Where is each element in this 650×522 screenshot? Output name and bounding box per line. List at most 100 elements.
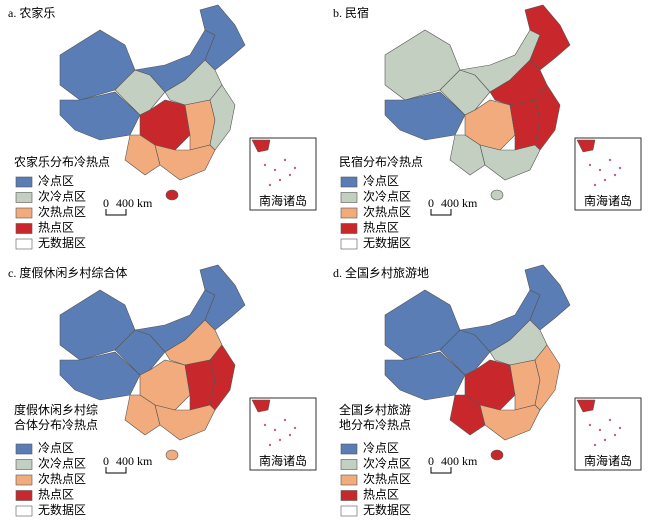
hainan	[490, 189, 504, 201]
province-region	[199, 264, 246, 331]
scale-bar	[430, 209, 452, 216]
inset-island	[588, 163, 592, 167]
inset-island	[598, 428, 602, 432]
inset-label: 南海诸岛	[584, 193, 632, 208]
inset-island	[278, 178, 282, 182]
legend-swatch	[15, 474, 33, 486]
legend-swatch	[15, 459, 33, 470]
legend-label: 无数据区	[38, 502, 86, 517]
legend-label: 热点区	[38, 220, 74, 234]
scale-zero: 0	[103, 454, 109, 468]
inset-island	[263, 163, 267, 167]
legend-label: 热点区	[363, 487, 399, 501]
province-region	[534, 84, 561, 151]
legend-swatch	[15, 207, 33, 219]
inset-island	[603, 178, 607, 182]
inset-island	[613, 173, 617, 177]
inset-island	[608, 158, 612, 162]
scale-zero: 0	[103, 196, 109, 210]
inset-island	[618, 426, 622, 430]
legend-label: 冷点区	[38, 441, 74, 455]
inset-island	[598, 168, 602, 172]
legend-label: 次热点区	[363, 472, 411, 486]
legend-label: 冷点区	[363, 441, 399, 455]
scale-distance: 400 km	[441, 454, 478, 468]
legend-label: 次冷点区	[363, 456, 411, 470]
legend-swatch	[340, 192, 358, 203]
legend-swatch	[15, 443, 33, 455]
legend-label: 冷点区	[38, 174, 74, 188]
province-region	[524, 4, 571, 71]
inset-island	[593, 183, 597, 187]
legend-title: 度假休闲乡村综	[14, 402, 98, 417]
inset-island	[293, 166, 297, 170]
inset-island	[283, 418, 287, 422]
panel-title: a. 农家乐	[8, 5, 55, 20]
scale-distance: 400 km	[116, 196, 153, 210]
inset-label: 南海诸岛	[259, 193, 307, 208]
panel-title: b. 民宿	[333, 5, 369, 20]
inset-island	[278, 438, 282, 442]
inset-island	[283, 158, 287, 162]
legend-swatch	[340, 176, 358, 188]
inset-island	[263, 423, 267, 427]
inset-island	[608, 418, 612, 422]
scale-distance: 400 km	[116, 454, 153, 468]
legend-title: 地分布冷热点	[339, 418, 411, 432]
inset-island	[273, 168, 277, 172]
province-region	[479, 144, 541, 181]
legend-label: 次冷点区	[38, 189, 86, 203]
hainan	[165, 449, 179, 461]
panel-title: c. 度假休闲乡村综合体	[8, 265, 127, 280]
inset-coast	[576, 139, 596, 153]
legend-label: 无数据区	[38, 235, 86, 250]
scale-bar	[430, 467, 452, 474]
panel-title: d. 全国乡村旅游地	[333, 265, 429, 280]
legend-label: 次冷点区	[363, 189, 411, 203]
legend-swatch	[340, 474, 358, 486]
legend-title: 全国乡村旅游	[339, 402, 411, 417]
legend-swatch	[15, 490, 33, 501]
inset-coast	[251, 139, 271, 153]
inset-island	[613, 433, 617, 437]
legend-swatch	[340, 238, 358, 250]
legend-swatch	[340, 505, 358, 517]
province-region	[199, 4, 246, 71]
inset-island	[588, 423, 592, 427]
legend-swatch	[15, 192, 33, 203]
legend-swatch	[340, 490, 358, 501]
legend-label: 次冷点区	[38, 456, 86, 470]
inset-coast	[251, 399, 271, 413]
inset-island	[603, 438, 607, 442]
inset-label: 南海诸岛	[584, 453, 632, 468]
hainan	[490, 449, 504, 461]
province-region	[209, 344, 236, 411]
legend-label: 次热点区	[363, 205, 411, 219]
scale-bar	[105, 209, 127, 216]
legend-title: 民宿分布冷热点	[339, 154, 423, 169]
scale-zero: 0	[428, 454, 434, 468]
legend-swatch	[340, 443, 358, 455]
inset-island	[293, 426, 297, 430]
hainan	[165, 189, 179, 201]
province-region	[209, 84, 236, 151]
province-region	[154, 404, 216, 441]
legend-label: 次热点区	[38, 472, 86, 486]
legend-swatch	[15, 176, 33, 188]
legend-label: 无数据区	[363, 235, 411, 250]
inset-island	[268, 443, 272, 447]
legend-swatch	[15, 238, 33, 250]
inset-label: 南海诸岛	[259, 453, 307, 468]
scale-distance: 400 km	[441, 196, 478, 210]
legend-swatch	[340, 223, 358, 234]
province-region	[524, 264, 571, 331]
legend-swatch	[15, 505, 33, 517]
province-region	[154, 144, 216, 181]
inset-island	[618, 166, 622, 170]
province-region	[479, 404, 541, 441]
legend-swatch	[15, 223, 33, 234]
